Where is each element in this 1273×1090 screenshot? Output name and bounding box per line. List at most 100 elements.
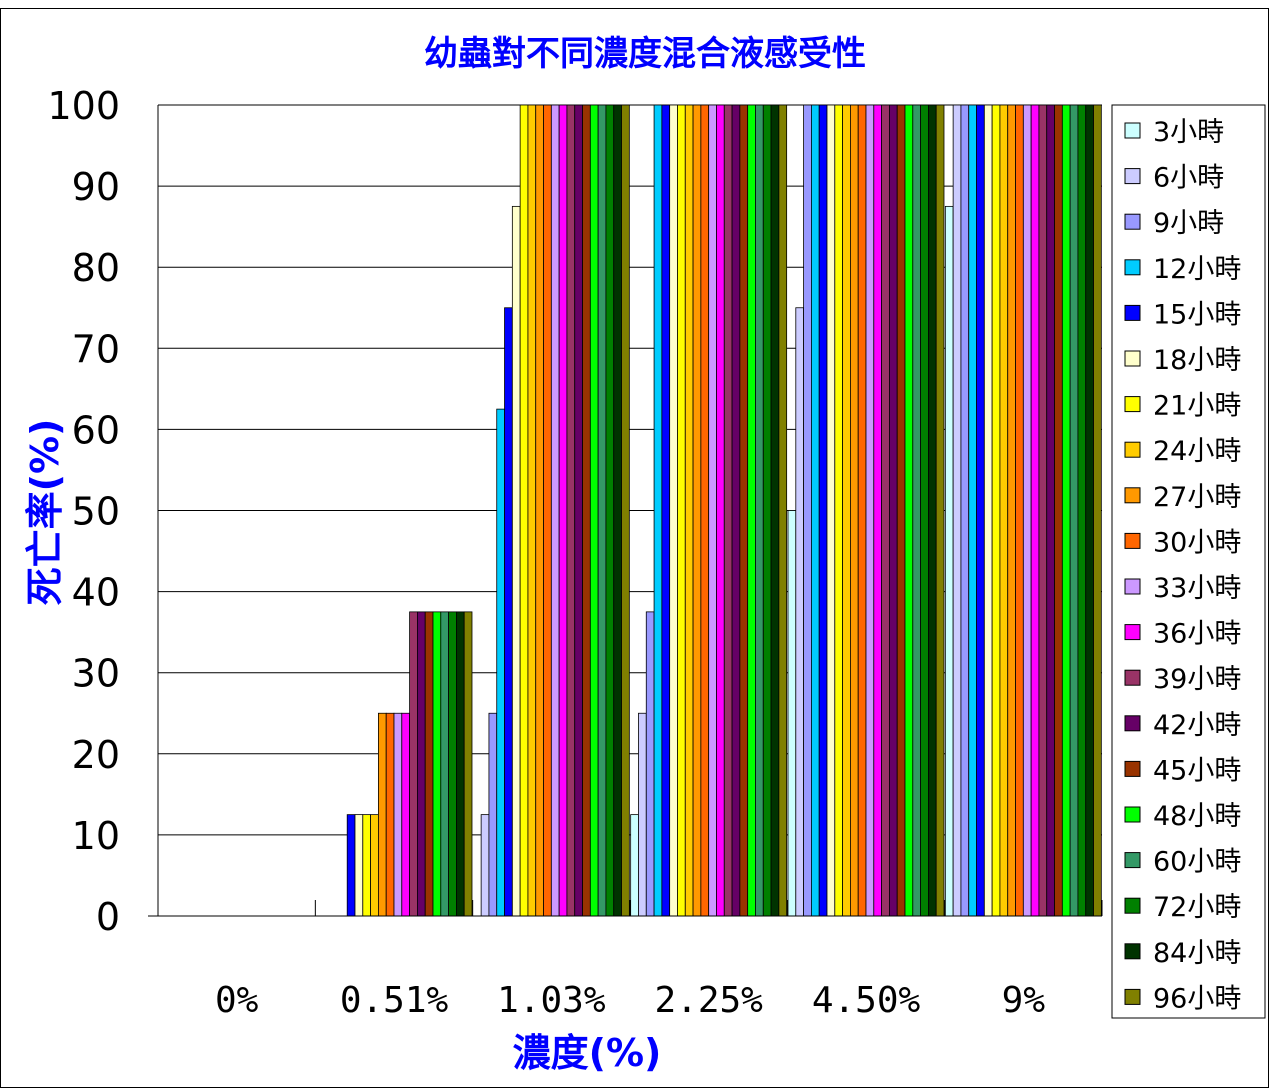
bar <box>605 104 615 917</box>
legend-swatch <box>1124 578 1141 595</box>
legend-swatch <box>1124 168 1141 185</box>
legend-swatch <box>1124 897 1141 914</box>
bar <box>1054 104 1063 917</box>
bar <box>455 611 465 917</box>
legend-swatch <box>1124 396 1141 413</box>
bar <box>787 510 797 917</box>
bar <box>638 712 647 917</box>
bar <box>708 104 717 917</box>
bar <box>661 104 671 917</box>
legend-label: 45小時 <box>1153 755 1241 786</box>
y-tick-label: 10 <box>72 814 120 858</box>
gridlines <box>158 104 1102 836</box>
legend-swatch <box>1124 943 1141 960</box>
legend-swatch <box>1124 441 1141 458</box>
y-axis-label: 死亡率(%) <box>23 419 67 606</box>
bar <box>778 104 788 917</box>
bar <box>983 104 993 917</box>
legend-label: 30小時 <box>1153 527 1241 558</box>
bar <box>589 104 599 917</box>
legend-label: 3小時 <box>1153 117 1224 148</box>
legend-label: 21小時 <box>1153 391 1241 422</box>
legend-label: 6小時 <box>1153 163 1224 194</box>
bar <box>1061 104 1071 917</box>
x-axis-label: 濃度(%) <box>513 1031 662 1075</box>
legend-box <box>1111 104 1266 1019</box>
bar <box>566 104 576 917</box>
bar <box>912 104 921 917</box>
x-category-label: 1.03% <box>497 980 606 1021</box>
x-category-label: 4.50% <box>812 980 921 1021</box>
y-tick-label: 20 <box>72 733 120 777</box>
bar <box>928 104 937 917</box>
bar <box>385 712 395 917</box>
bar <box>504 307 513 917</box>
legend-swatch <box>1124 806 1141 823</box>
bar <box>1015 104 1024 917</box>
bar <box>755 104 764 917</box>
bar <box>645 611 655 917</box>
bar <box>935 104 945 917</box>
bar <box>432 611 442 917</box>
bar <box>842 104 851 917</box>
x-category-label: 0% <box>215 980 259 1021</box>
bar <box>991 104 1001 917</box>
legend-label: 42小時 <box>1153 710 1241 741</box>
legend-label: 96小時 <box>1153 983 1241 1014</box>
bar <box>944 205 954 917</box>
legend-label: 15小時 <box>1153 299 1241 330</box>
y-tick-label: 60 <box>72 408 120 452</box>
bar <box>818 104 828 917</box>
bar <box>677 104 686 917</box>
bar <box>597 104 607 917</box>
legend-swatch <box>1124 852 1141 869</box>
legend-swatch <box>1124 532 1141 549</box>
bar <box>723 104 733 917</box>
bar <box>731 104 741 917</box>
bar <box>424 611 434 917</box>
bar <box>1085 104 1094 917</box>
legend-label: 60小時 <box>1153 847 1241 878</box>
y-tick-label: 70 <box>72 327 120 371</box>
bar <box>834 104 843 917</box>
legend-swatch <box>1124 988 1141 1005</box>
bar <box>881 104 890 917</box>
bar <box>700 104 710 917</box>
y-tick-labels: 0 10 20 30 40 50 60 70 80 90 100 <box>47 84 120 939</box>
legend-label: 84小時 <box>1153 938 1241 969</box>
bar <box>543 104 552 917</box>
legend-swatch <box>1124 304 1141 321</box>
bar <box>409 611 418 917</box>
bar <box>582 104 591 917</box>
bar <box>976 104 985 917</box>
bar <box>613 104 622 917</box>
legend-label: 18小時 <box>1153 345 1241 376</box>
legend-swatch <box>1124 624 1141 641</box>
bar <box>346 814 356 917</box>
legend-swatch <box>1124 122 1141 139</box>
bar <box>401 712 410 917</box>
chart-frame <box>0 8 1269 1088</box>
legend-swatch <box>1124 259 1141 276</box>
chart-title: 幼蟲對不同濃度混合液感受性 <box>424 34 866 74</box>
bar <box>463 611 473 917</box>
legend: 3小時 6小時 9小時 12小時 15小時 18小時 21小時 24小時 27小時 30小時 33小… <box>1111 104 1266 1019</box>
bar <box>519 104 529 917</box>
y-tick-label: 0 <box>96 895 120 939</box>
y-tick-label: 90 <box>72 165 120 209</box>
bar <box>440 611 449 917</box>
bar <box>1007 104 1016 917</box>
legend-label: 48小時 <box>1153 801 1241 832</box>
bar <box>550 104 560 917</box>
bar <box>826 104 836 917</box>
bar <box>377 712 387 917</box>
bar <box>850 104 859 917</box>
bar <box>747 104 756 917</box>
bar <box>865 104 875 917</box>
bar <box>669 104 678 917</box>
bar <box>811 104 820 917</box>
legend-label: 33小時 <box>1153 573 1241 604</box>
y-tick-label: 100 <box>47 84 120 128</box>
bar <box>511 205 521 917</box>
